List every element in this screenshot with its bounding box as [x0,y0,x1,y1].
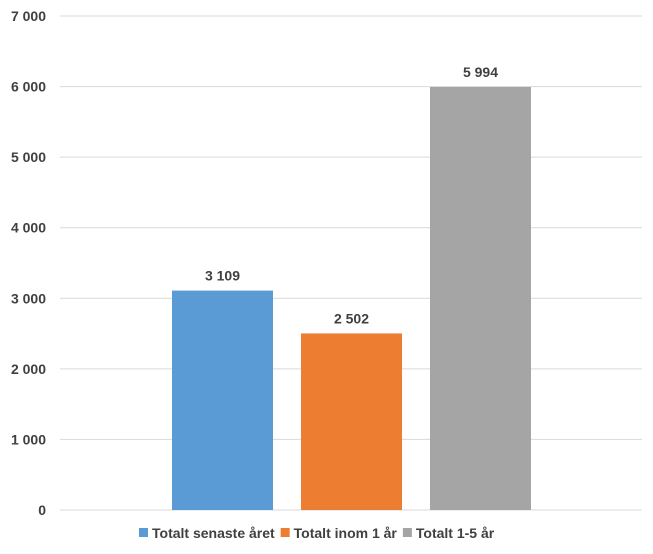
legend-swatch-1 [139,528,148,537]
y-tick-label: 6 000 [11,79,46,95]
legend: Totalt senaste året Totalt inom 1 år Total… [139,525,495,541]
legend-swatch-2 [280,528,290,537]
bar-2 [301,333,402,510]
data-label-2: 2 502 [334,310,369,326]
legend-swatch-3 [402,528,412,537]
y-tick-label: 0 [38,502,46,518]
legend-label-2: Totalt inom 1 år [294,525,398,541]
y-tick-label: 5 000 [11,149,46,165]
y-tick-label: 7 000 [11,8,46,24]
legend-label-1: Totalt senaste året [152,525,275,541]
y-axis: 0 1 000 2 000 3 000 4 000 5 000 6 000 7 000 [11,8,46,518]
data-label-1: 3 109 [205,268,240,284]
legend-label-3: Totalt 1-5 år [416,525,495,541]
bars [172,86,531,510]
y-tick-label: 1 000 [11,431,46,447]
y-tick-label: 2 000 [11,361,46,377]
bar-3 [430,86,531,510]
data-labels: 3 109 2 502 5 994 [205,64,498,326]
y-tick-label: 3 000 [11,290,46,306]
data-label-3: 5 994 [463,64,498,80]
y-tick-label: 4 000 [11,220,46,236]
bar-1 [172,290,273,510]
